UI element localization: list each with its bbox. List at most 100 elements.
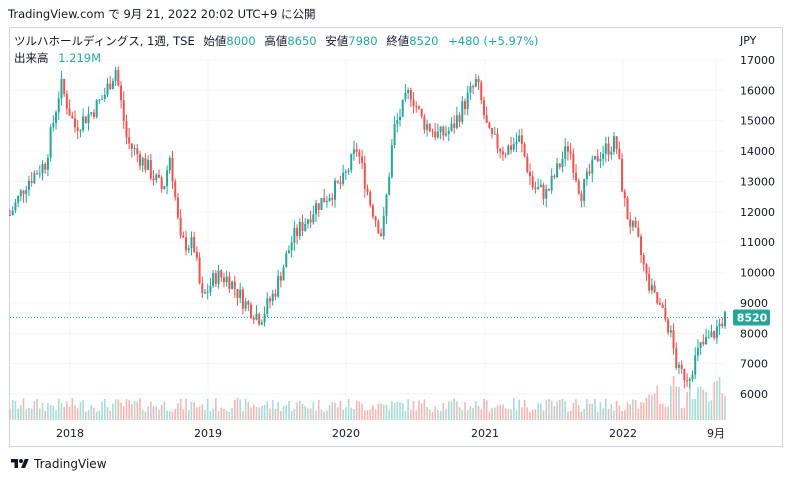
volume-bar	[672, 376, 675, 420]
volume-bar	[450, 401, 453, 420]
candle-body	[306, 219, 309, 224]
candle-body	[239, 289, 242, 298]
candle-body	[41, 164, 44, 174]
volume-bar	[11, 399, 14, 420]
candle-body	[236, 289, 239, 298]
candle-body	[228, 276, 231, 289]
candle-body	[539, 184, 542, 188]
candle-body	[621, 158, 624, 192]
candle-body	[409, 89, 412, 100]
candle-body	[285, 253, 288, 268]
legend-high: 8650	[287, 34, 316, 48]
candle-body	[176, 197, 179, 218]
candle-body	[547, 188, 550, 191]
candle-body	[144, 157, 147, 170]
volume-bar	[656, 385, 659, 420]
volume-bar	[569, 410, 572, 420]
published-caption: TradingView.com で 9月 21, 2022 20:02 UTC+…	[8, 7, 316, 21]
candle-body	[491, 128, 494, 135]
volume-bar	[17, 408, 19, 420]
volume-bar	[277, 401, 279, 420]
volume-bar	[93, 407, 95, 420]
volume-bar	[491, 407, 493, 420]
volume-bar	[206, 399, 209, 420]
volume-bar	[353, 409, 355, 420]
volume-bar	[458, 407, 461, 420]
last-price-badge: 8520	[733, 309, 770, 326]
candle-body	[92, 112, 95, 118]
volume-bar	[255, 407, 258, 420]
candle-body	[399, 116, 401, 121]
volume-bar	[296, 402, 298, 420]
candle-body	[260, 322, 263, 325]
candle-body	[688, 378, 691, 381]
candle-body	[523, 143, 526, 157]
volume-bar	[721, 393, 724, 420]
candle-body	[117, 70, 120, 86]
volume-bar	[363, 410, 366, 420]
volume-bar	[396, 401, 399, 420]
volume-bar	[423, 399, 426, 420]
candle-body	[585, 171, 588, 180]
candle-body	[9, 214, 11, 216]
volume-bar	[591, 403, 594, 420]
volume-bar	[401, 403, 404, 420]
legend-open: 8000	[226, 34, 255, 48]
candle-body	[252, 317, 255, 320]
candle-body	[352, 149, 355, 154]
candle-body	[380, 233, 383, 237]
volume-bar	[374, 409, 377, 420]
candle-body	[493, 133, 496, 135]
volume-bar	[326, 410, 328, 420]
candle-body	[231, 281, 234, 289]
candle-body	[580, 193, 583, 201]
candle-body	[526, 156, 529, 172]
volume-bar	[385, 404, 388, 420]
volume-bar	[196, 407, 198, 420]
candle-body	[160, 177, 163, 190]
candle-body	[667, 319, 670, 333]
volume-bar	[426, 407, 428, 420]
candle-body	[724, 311, 726, 327]
candle-body	[713, 331, 716, 338]
volume-bar	[158, 409, 160, 420]
candle-body	[347, 170, 350, 172]
volume-bar	[290, 410, 293, 420]
candle-body	[11, 210, 14, 216]
candle-body	[293, 227, 296, 243]
volume-bar	[515, 410, 518, 420]
volume-bar	[483, 398, 485, 420]
candle-body	[44, 164, 47, 170]
candle-body	[63, 78, 66, 94]
volume-bar	[610, 404, 613, 420]
candle-body	[501, 151, 504, 155]
volume-bar	[534, 409, 537, 420]
volume-bar	[101, 401, 103, 420]
candle-body	[201, 283, 204, 294]
candle-body	[618, 148, 621, 159]
volume-bar	[475, 401, 477, 420]
volume-bar	[122, 406, 125, 420]
volume-bar	[545, 399, 548, 420]
x-tick-label: 2019	[194, 427, 222, 440]
candle-body	[344, 171, 347, 173]
volume-bar	[209, 410, 212, 420]
footer-brand[interactable]: TradingView	[10, 457, 107, 471]
candle-body	[515, 141, 518, 144]
volume-bar	[369, 409, 372, 420]
volume-bar	[680, 408, 683, 420]
volume-bar	[651, 395, 653, 420]
y-tick-label: 16000	[740, 84, 775, 97]
volume-bar	[615, 400, 618, 420]
candle-body	[417, 106, 420, 109]
volume-bar	[150, 401, 152, 420]
volume-bar	[193, 402, 195, 420]
volume-bar	[190, 402, 193, 420]
candle-body	[214, 273, 217, 284]
volume-bar	[410, 410, 412, 420]
candle-body	[721, 323, 724, 327]
legend-change: +480 (+5.97%)	[448, 34, 538, 48]
volume-bar	[288, 400, 290, 420]
volume-bar	[309, 408, 312, 420]
